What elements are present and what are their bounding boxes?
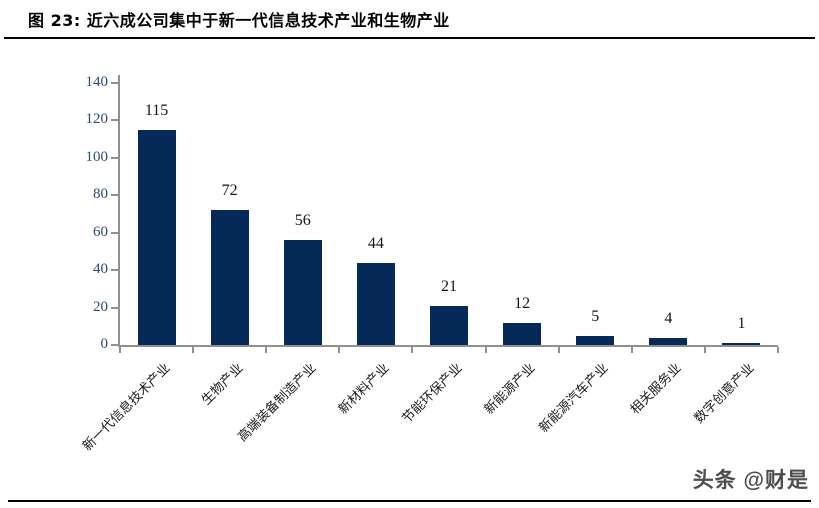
x-axis-line [118, 345, 778, 347]
y-axis-line [118, 75, 120, 347]
x-axis-category-label: 新一代信息技术产业 [78, 360, 173, 454]
x-axis-category-label: 新材料产业 [335, 360, 392, 417]
bar [430, 305, 468, 345]
y-axis-tick [111, 344, 119, 346]
y-axis-tick [111, 82, 119, 84]
y-axis-tick-label: 140 [85, 74, 109, 90]
x-axis-tick [557, 347, 560, 353]
bar-value-label: 21 [441, 277, 457, 295]
x-axis-tick [192, 347, 195, 353]
bar [210, 210, 249, 345]
x-axis-tick [484, 347, 487, 353]
x-axis-tick [777, 347, 779, 353]
y-axis-tick-label: 80 [93, 186, 108, 203]
y-axis-tick-label: 120 [85, 111, 109, 128]
bar-value-label: 115 [144, 101, 169, 119]
y-axis-tick-label: 0 [100, 336, 109, 352]
bar-value-label: 5 [591, 307, 600, 325]
x-axis-category-label: 新能源汽车产业 [535, 360, 611, 436]
bottom-divider [8, 500, 811, 502]
x-axis-tick [630, 347, 633, 353]
x-axis-tick [119, 347, 121, 353]
bar [576, 335, 615, 345]
x-axis-category-label: 新能源产业 [481, 360, 538, 417]
title-divider [4, 37, 815, 39]
bar-value-label: 12 [514, 294, 531, 312]
y-axis-tick [111, 269, 119, 272]
x-axis-category-label: 相关服务业 [627, 360, 685, 417]
x-axis-tick [265, 347, 268, 353]
y-axis-tick [111, 156, 119, 159]
y-axis-tick [111, 306, 119, 309]
y-axis-tick [111, 231, 119, 234]
y-axis-tick [111, 194, 119, 197]
x-axis-tick [703, 347, 706, 353]
bar-value-label: 72 [221, 182, 238, 200]
figure-title: 图 23: 近六成公司集中于新一代信息技术产业和生物产业 [28, 11, 450, 30]
x-axis-tick [411, 347, 414, 353]
bar [722, 343, 761, 345]
y-axis-tick-label: 40 [93, 261, 108, 278]
y-axis-tick-label: 60 [93, 223, 108, 240]
bar [649, 337, 688, 345]
x-axis-tick [338, 347, 341, 353]
x-axis-category-label: 数字创意产业 [691, 360, 758, 426]
watermark: 头条 @财是 [692, 469, 809, 492]
bar [503, 322, 542, 345]
bar-value-label: 44 [367, 234, 384, 252]
bar-value-label: 1 [737, 315, 746, 332]
bar-value-label: 4 [664, 309, 673, 327]
x-axis-category-label: 节能环保产业 [398, 360, 465, 426]
bar [137, 129, 176, 345]
x-axis-category-label: 生物产业 [198, 360, 246, 408]
bar [356, 262, 395, 345]
y-axis-tick-label: 100 [85, 148, 109, 165]
bar-value-label: 56 [294, 212, 311, 230]
bar [283, 240, 322, 345]
y-axis-tick-label: 20 [93, 298, 108, 315]
y-axis-tick [111, 119, 119, 122]
